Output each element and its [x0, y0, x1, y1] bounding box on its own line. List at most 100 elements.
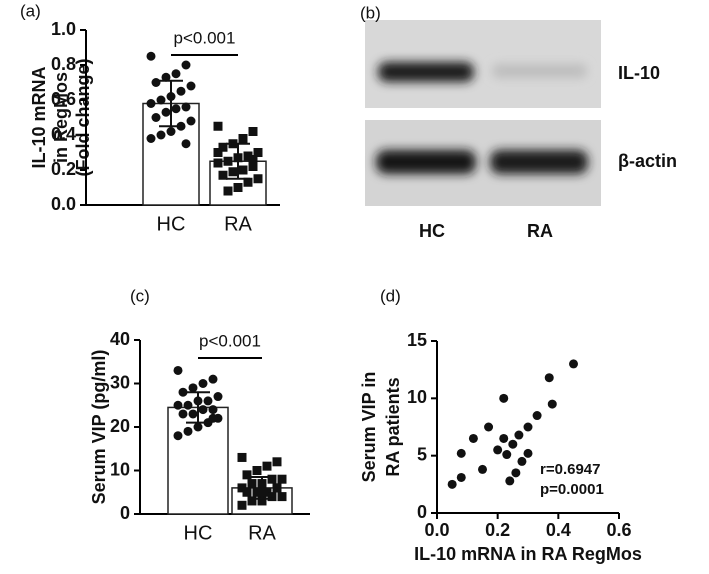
error-bar — [186, 391, 210, 424]
data-point — [178, 387, 188, 397]
data-point — [186, 81, 196, 91]
data-point — [146, 51, 156, 61]
data-point — [514, 430, 524, 440]
data-point — [218, 142, 228, 152]
data-point — [242, 487, 252, 497]
data-point — [478, 464, 487, 474]
data-point — [208, 374, 218, 384]
y-tick-label: 5 — [417, 444, 427, 464]
data-point — [569, 359, 578, 369]
data-point — [499, 393, 509, 403]
data-point — [511, 468, 521, 478]
data-point — [243, 177, 253, 187]
x-tick-label: 0.2 — [485, 520, 510, 540]
data-point — [456, 448, 466, 458]
x-tick-label: 0.4 — [546, 520, 571, 540]
blot-band — [376, 150, 476, 174]
data-point — [508, 439, 518, 449]
data-point — [181, 60, 191, 70]
error-bar — [226, 142, 250, 180]
blot-band — [490, 150, 588, 174]
y-axis-label: RA patients — [383, 377, 403, 476]
data-point — [248, 127, 258, 136]
data-point — [193, 422, 203, 432]
data-point — [203, 396, 213, 406]
data-point — [248, 155, 258, 164]
data-point — [223, 186, 233, 196]
data-point — [243, 151, 253, 161]
data-point — [183, 400, 193, 410]
panel-label: (a) — [20, 1, 41, 20]
data-point — [198, 405, 208, 415]
y-tick-label: 30 — [110, 372, 130, 392]
data-point — [237, 452, 247, 462]
stat-annotation: r=0.6947 — [540, 461, 600, 478]
western-blot: (b) IL-10 β-actin HC RA — [360, 3, 677, 240]
data-point — [252, 487, 262, 497]
y-axis-label: Serum VIP (pg/ml) — [89, 350, 109, 505]
data-point — [173, 431, 183, 441]
data-point — [233, 183, 243, 192]
data-point — [523, 448, 533, 458]
data-point — [447, 479, 457, 489]
x-axis-label: IL-10 mRNA in RA RegMos — [414, 544, 642, 564]
data-point — [213, 121, 223, 131]
y-tick-label: 0.0 — [51, 194, 76, 214]
blot-band — [492, 64, 587, 78]
stat-annotation: p=0.0001 — [540, 481, 604, 498]
y-tick-label: 0.8 — [51, 54, 76, 74]
data-point — [253, 174, 263, 184]
data-point — [151, 78, 161, 87]
data-point — [198, 379, 208, 388]
data-point — [262, 461, 272, 471]
data-point — [493, 445, 503, 455]
data-point — [272, 483, 282, 493]
blot-row-label: β-actin — [618, 151, 677, 171]
data-point — [176, 86, 186, 96]
data-point — [247, 496, 257, 506]
data-point — [238, 165, 248, 175]
x-tick-label: HC — [157, 213, 186, 235]
y-tick-label: 40 — [110, 329, 130, 349]
x-tick-label: RA — [224, 213, 252, 235]
data-point — [253, 148, 263, 157]
y-tick-label: 1.0 — [51, 19, 76, 39]
data-point — [156, 130, 166, 140]
data-point — [547, 399, 557, 409]
data-point — [544, 373, 554, 383]
x-tick-label: 0.0 — [424, 520, 449, 540]
data-point — [247, 479, 257, 489]
data-point — [262, 487, 272, 497]
data-point — [277, 474, 287, 484]
data-point — [146, 134, 156, 143]
blot-row-label: IL-10 — [618, 63, 660, 83]
data-point — [468, 433, 478, 443]
data-point — [181, 139, 191, 149]
blot-band — [378, 62, 474, 82]
data-point — [242, 470, 252, 480]
y-axis-label: (Fold change) — [73, 59, 93, 177]
data-point — [517, 456, 527, 466]
data-point — [523, 422, 533, 432]
data-point — [267, 492, 277, 502]
data-point — [208, 405, 218, 415]
data-point — [484, 422, 494, 432]
x-tick-label: HC — [184, 522, 213, 544]
data-point — [161, 107, 171, 117]
error-bar — [159, 79, 183, 128]
error-bar — [250, 476, 274, 500]
data-point — [173, 365, 183, 375]
data-point — [252, 466, 262, 475]
significance-label: p<0.001 — [174, 28, 236, 47]
data-point — [213, 148, 223, 157]
y-axis-label: IL-10 mRNA — [29, 66, 49, 168]
data-point — [248, 162, 258, 171]
data-point — [181, 102, 191, 112]
data-point — [213, 392, 223, 402]
y-axis-label: Serum VIP in — [359, 372, 379, 483]
y-tick-label: 0.4 — [51, 124, 76, 144]
data-point — [173, 400, 183, 410]
data-point — [272, 457, 282, 467]
y-tick-label: 15 — [407, 330, 427, 350]
